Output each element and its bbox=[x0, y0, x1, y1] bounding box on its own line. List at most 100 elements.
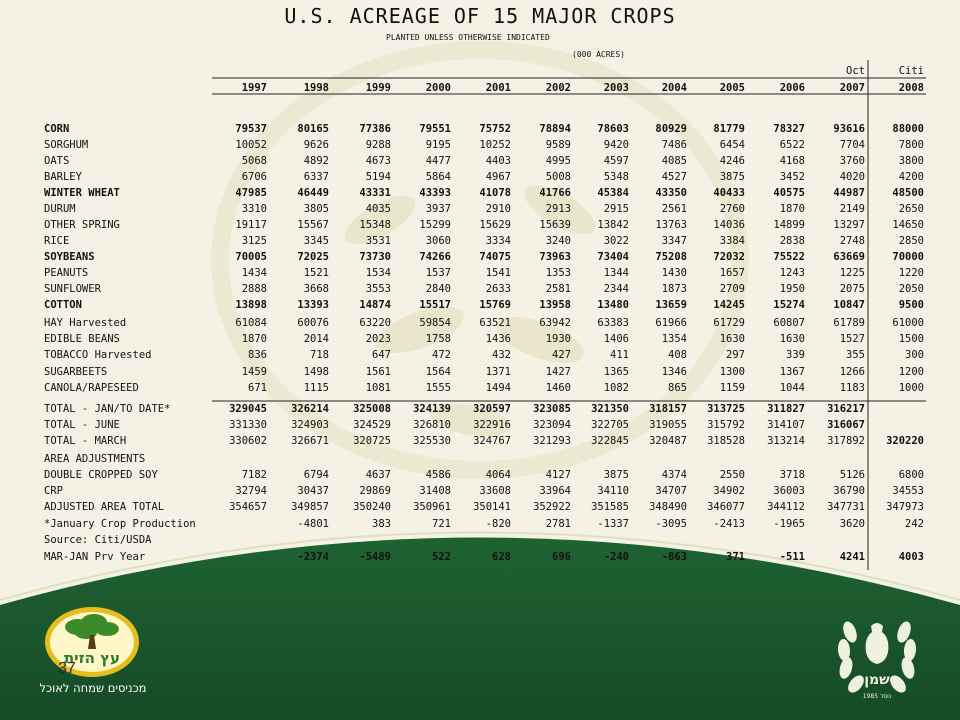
row-label: SUNFLOWER bbox=[44, 283, 102, 295]
table-cell: 1159 bbox=[720, 382, 745, 394]
table-cell: 325008 bbox=[353, 403, 391, 415]
table-cell: 5348 bbox=[604, 171, 629, 183]
table-cell: 315792 bbox=[707, 419, 745, 431]
year-header: 1999 bbox=[366, 82, 391, 94]
table-cell: 63942 bbox=[539, 317, 571, 329]
year-header: 2001 bbox=[486, 82, 511, 94]
year-header: 2003 bbox=[604, 82, 629, 94]
row-label: SUGARBEETS bbox=[44, 366, 107, 378]
table-cell: 3875 bbox=[720, 171, 745, 183]
table-cell: 43393 bbox=[419, 187, 451, 199]
table-cell: 45384 bbox=[597, 187, 629, 199]
table-cell: 34902 bbox=[713, 485, 745, 497]
table-cell: 718 bbox=[310, 349, 329, 361]
logo-left-name: עץ הזית bbox=[64, 649, 120, 667]
logo-right-tagline: נוסד 1985 bbox=[863, 693, 891, 700]
logo-right-name: שמן bbox=[864, 672, 890, 688]
header-oct: Oct bbox=[846, 65, 865, 77]
row-label: *January Crop Production bbox=[44, 518, 196, 530]
table-cell: 324529 bbox=[353, 419, 391, 431]
table-cell: 1870 bbox=[242, 333, 267, 345]
table-cell: 4246 bbox=[720, 155, 745, 167]
table-cell: 7800 bbox=[899, 139, 924, 151]
table-cell: 60807 bbox=[773, 317, 805, 329]
table-cell: 73730 bbox=[359, 251, 391, 263]
table-cell: 13763 bbox=[655, 219, 687, 231]
table-cell: 2581 bbox=[546, 283, 571, 295]
table-cell: 322916 bbox=[473, 419, 511, 431]
table-cell: 350961 bbox=[413, 501, 451, 513]
table-cell: 2650 bbox=[899, 203, 924, 215]
table-cell: 1225 bbox=[840, 267, 865, 279]
table-cell: 427 bbox=[552, 349, 571, 361]
row-label: DOUBLE CROPPED SOY bbox=[44, 469, 158, 481]
table-cell: 350141 bbox=[473, 501, 511, 513]
table-cell: 32794 bbox=[235, 485, 267, 497]
table-cell: 3805 bbox=[304, 203, 329, 215]
table-cell: 41766 bbox=[539, 187, 571, 199]
table-cell: 48500 bbox=[892, 187, 924, 199]
table-cell: 61084 bbox=[235, 317, 267, 329]
row-label: CRP bbox=[44, 485, 63, 497]
row-label: WINTER WHEAT bbox=[44, 187, 120, 199]
table-cell: 5864 bbox=[426, 171, 451, 183]
table-cell: 47985 bbox=[235, 187, 267, 199]
table-cell: 472 bbox=[432, 349, 451, 361]
table-cell: 1371 bbox=[486, 366, 511, 378]
table-cell: 2014 bbox=[304, 333, 329, 345]
table-cell: 34707 bbox=[655, 485, 687, 497]
table-cell: 3875 bbox=[604, 469, 629, 481]
table-cell: 30437 bbox=[297, 485, 329, 497]
table-cell: 1534 bbox=[366, 267, 391, 279]
year-header: 1998 bbox=[304, 82, 329, 94]
table-cell: 80165 bbox=[297, 123, 329, 135]
table-cell: 7486 bbox=[662, 139, 687, 151]
table-cell: 2561 bbox=[662, 203, 687, 215]
table-cell: -2413 bbox=[713, 518, 745, 530]
table-cell: 63220 bbox=[359, 317, 391, 329]
table-cell: 1406 bbox=[604, 333, 629, 345]
table-cell: 355 bbox=[846, 349, 865, 361]
table-cell: 1000 bbox=[899, 382, 924, 394]
table-cell: 324767 bbox=[473, 435, 511, 447]
table-cell: 1459 bbox=[242, 366, 267, 378]
table-cell: 322705 bbox=[591, 419, 629, 431]
year-header: 2008 bbox=[899, 82, 924, 94]
table-cell: 1521 bbox=[304, 267, 329, 279]
table-cell: 74266 bbox=[419, 251, 451, 263]
olive-tree-logo: עץ הזית מכניסים שמחה לאוכל bbox=[38, 605, 148, 701]
table-cell: 1555 bbox=[426, 382, 451, 394]
table-cell: 1630 bbox=[780, 333, 805, 345]
table-cell: 72032 bbox=[713, 251, 745, 263]
table-cell: 3347 bbox=[662, 235, 687, 247]
table-cell: 1430 bbox=[662, 267, 687, 279]
table-cell: 9420 bbox=[604, 139, 629, 151]
table-cell: 411 bbox=[610, 349, 629, 361]
table-cell: 13480 bbox=[597, 299, 629, 311]
table-cell: 93616 bbox=[833, 123, 865, 135]
table-cell: 320597 bbox=[473, 403, 511, 415]
table-cell: 9500 bbox=[899, 299, 924, 311]
table-cell: 15639 bbox=[539, 219, 571, 231]
table-cell: 1561 bbox=[366, 366, 391, 378]
table-cell: 2888 bbox=[242, 283, 267, 295]
table-cell: 339 bbox=[786, 349, 805, 361]
table-cell: 63669 bbox=[833, 251, 865, 263]
table-cell: 346077 bbox=[707, 501, 745, 513]
table-cell: -863 bbox=[662, 551, 687, 563]
table-cell: 2838 bbox=[780, 235, 805, 247]
table-cell: 351585 bbox=[591, 501, 629, 513]
table-cell: 311827 bbox=[767, 403, 805, 415]
table-cell: 4527 bbox=[662, 171, 687, 183]
table-cell: 13898 bbox=[235, 299, 267, 311]
table-cell: 4637 bbox=[366, 469, 391, 481]
table-cell: 6337 bbox=[304, 171, 329, 183]
table-cell: 1500 bbox=[899, 333, 924, 345]
table-cell: 2915 bbox=[604, 203, 629, 215]
table-cell: 1494 bbox=[486, 382, 511, 394]
table-cell: 3937 bbox=[426, 203, 451, 215]
table-cell: 43350 bbox=[655, 187, 687, 199]
table-cell: 320220 bbox=[886, 435, 924, 447]
table-cell: 19117 bbox=[235, 219, 267, 231]
table-cell: 2760 bbox=[720, 203, 745, 215]
